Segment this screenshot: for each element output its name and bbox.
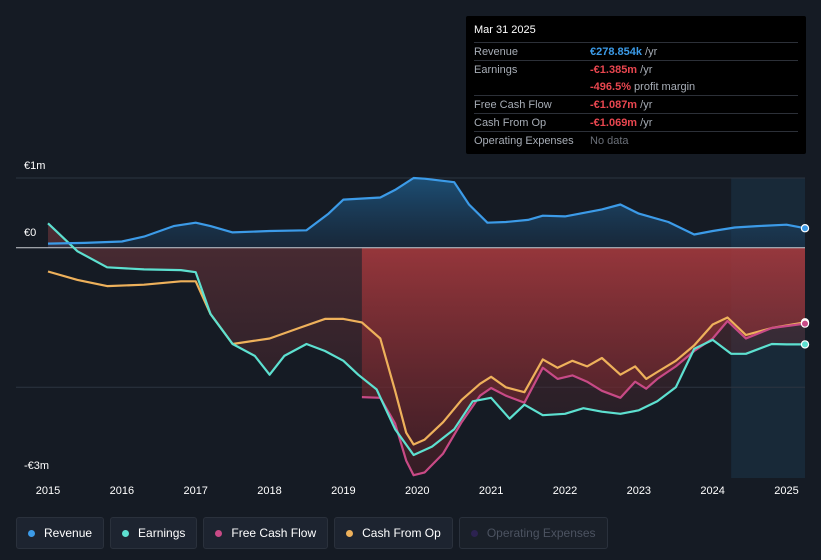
revenue-end-marker bbox=[800, 224, 810, 233]
tooltip-value: No data bbox=[590, 134, 629, 147]
free-cash-flow-area bbox=[361, 247, 805, 476]
legend-label: Free Cash Flow bbox=[231, 526, 317, 540]
tooltip-row-earnings: Earnings -€1.385m /yr bbox=[474, 60, 798, 78]
x-tick-label: 2017 bbox=[183, 485, 208, 497]
x-tick-label: 2018 bbox=[257, 485, 282, 497]
legend-item-operating-expenses[interactable]: Operating Expenses bbox=[458, 517, 608, 549]
legend-item-free-cash-flow[interactable]: Free Cash Flow bbox=[203, 517, 329, 549]
revenue-area bbox=[48, 178, 805, 248]
x-tick-label: 2015 bbox=[35, 485, 61, 497]
y-tick-label: -€3m bbox=[24, 460, 50, 472]
chart-legend: Revenue Earnings Free Cash Flow Cash Fro… bbox=[16, 517, 608, 549]
free-cash-flow-dot-icon bbox=[215, 529, 223, 537]
tooltip-unit: /yr bbox=[637, 98, 653, 111]
revenue-line bbox=[47, 176, 806, 245]
tooltip-unit: /yr bbox=[637, 116, 653, 129]
tooltip-value: -496.5% bbox=[590, 80, 631, 93]
legend-label: Cash From Op bbox=[362, 526, 441, 540]
legend-item-cash-from-op[interactable]: Cash From Op bbox=[334, 517, 453, 549]
x-tick-label: 2019 bbox=[331, 485, 356, 497]
tooltip-value: -€1.385m bbox=[590, 63, 638, 76]
earnings-line bbox=[47, 222, 805, 457]
x-tick-label: 2025 bbox=[774, 485, 799, 497]
data-tooltip: Mar 31 2025 Revenue €278.854k /yr Earnin… bbox=[466, 16, 806, 154]
tooltip-row-margin: -496.5% profit margin bbox=[474, 78, 798, 95]
y-tick-label: €0 bbox=[24, 227, 37, 239]
cash-from-op-dot-icon bbox=[346, 529, 354, 537]
earnings-dot-icon bbox=[122, 529, 130, 537]
tooltip-row-opex: Operating Expenses No data bbox=[474, 131, 798, 149]
x-tick-label: 2016 bbox=[109, 485, 135, 497]
tooltip-label: Cash From Op bbox=[474, 116, 547, 129]
earnings-end-marker bbox=[800, 340, 810, 349]
tooltip-label: Earnings bbox=[474, 63, 518, 76]
legend-label: Operating Expenses bbox=[486, 526, 596, 540]
tooltip-value: -€1.087m bbox=[590, 98, 638, 111]
tooltip-row-fcf: Free Cash Flow -€1.087m /yr bbox=[474, 95, 798, 113]
legend-item-earnings[interactable]: Earnings bbox=[110, 517, 198, 549]
tooltip-value: €278.854k bbox=[590, 45, 642, 58]
tooltip-label: Revenue bbox=[474, 45, 519, 58]
free-cash-flow-end-marker bbox=[800, 319, 810, 328]
tooltip-unit: /yr bbox=[637, 63, 653, 76]
legend-item-revenue[interactable]: Revenue bbox=[16, 517, 105, 549]
legend-label: Earnings bbox=[138, 526, 186, 540]
y-tick-label: €1m bbox=[24, 160, 46, 172]
tooltip-unit: profit margin bbox=[630, 80, 696, 93]
tooltip-label: Free Cash Flow bbox=[474, 98, 552, 111]
x-tick-label: 2024 bbox=[700, 485, 725, 497]
tooltip-label: Operating Expenses bbox=[474, 134, 574, 147]
legend-label: Revenue bbox=[44, 526, 93, 540]
revenue-dot-icon bbox=[28, 529, 35, 537]
tooltip-row-cfo: Cash From Op -€1.069m /yr bbox=[474, 113, 798, 131]
tooltip-date: Mar 31 2025 bbox=[474, 24, 536, 36]
tooltip-value: -€1.069m bbox=[590, 116, 638, 129]
tooltip-row-revenue: Revenue €278.854k /yr bbox=[474, 42, 798, 60]
x-tick-label: 2022 bbox=[552, 485, 578, 497]
operating-expenses-dot-icon bbox=[470, 529, 478, 537]
x-tick-label: 2021 bbox=[478, 485, 504, 497]
x-tick-label: 2023 bbox=[626, 485, 652, 497]
x-tick-label: 2020 bbox=[405, 485, 430, 497]
tooltip-unit: /yr bbox=[642, 45, 658, 58]
